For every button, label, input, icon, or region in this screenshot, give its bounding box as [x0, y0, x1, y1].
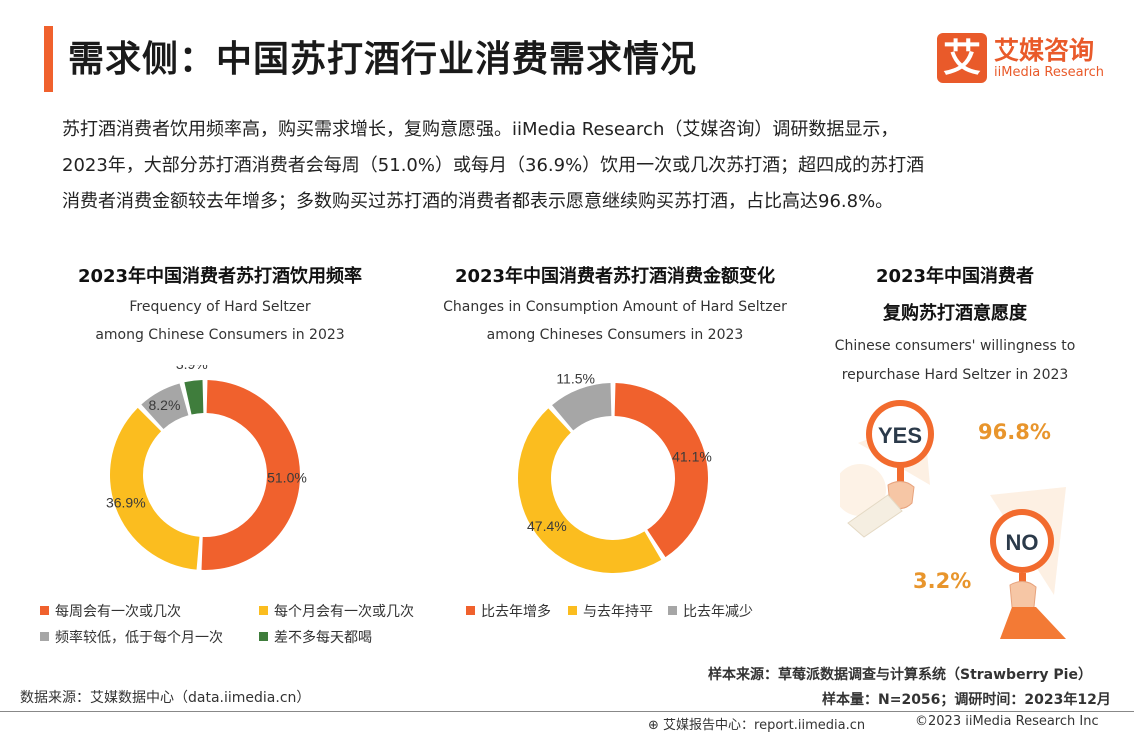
- legend-label: 与去年持平: [583, 604, 653, 620]
- slice-value-label: 8.2%: [148, 397, 180, 413]
- footer-divider: [0, 711, 1134, 712]
- data-source: 数据来源：艾媒数据中心（data.iimedia.cn）: [20, 690, 311, 706]
- donut-slice: [614, 383, 708, 558]
- chart3-subtitle-1: Chinese consumers' willingness to: [834, 338, 1076, 354]
- chart2-donut: 41.1% 47.4% 11.5%: [517, 370, 712, 574]
- donut-slice: [517, 408, 662, 574]
- chart1-legend-item: 每周会有一次或几次: [40, 601, 181, 621]
- slice-value-label: 41.1%: [672, 448, 712, 464]
- intro-line-2: 2023年，大部分苏打酒消费者会每周（51.0%）或每月（36.9%）饮用一次或…: [62, 155, 925, 176]
- globe-icon: ⊕: [648, 718, 659, 733]
- legend-label: 频率较低，低于每个月一次: [55, 630, 223, 646]
- logo-name-en: iiMedia Research: [994, 65, 1105, 80]
- donut-slice: [109, 407, 200, 570]
- chart2-subtitle-2: among Chineses Consumers in 2023: [486, 327, 744, 343]
- yes-percentage: 96.8%: [978, 420, 1051, 444]
- no-percentage: 3.2%: [913, 569, 972, 593]
- logo-name-cn: 艾媒咨询: [994, 36, 1095, 65]
- intro-line-1: 苏打酒消费者饮用频率高，购买需求增长，复购意愿强。iiMedia Researc…: [62, 119, 899, 140]
- slice-value-label: 51.0%: [267, 469, 307, 485]
- donut-slice: [201, 380, 300, 570]
- chart1-donut: 51.0% 36.9% 8.2% 3.9%: [106, 365, 307, 570]
- no-sign-icon: NO: [990, 487, 1066, 639]
- chart2-legend: 比去年增多 与去年持平 比去年减少: [466, 601, 796, 621]
- chart1-legend-item: 频率较低，低于每个月一次: [40, 627, 223, 647]
- legend-swatch: [259, 632, 268, 641]
- chart3-title-1: 2023年中国消费者: [875, 266, 1035, 287]
- report-center: ⊕ 艾媒报告中心：report.iimedia.cn: [648, 714, 865, 733]
- legend-swatch: [259, 606, 268, 615]
- slice-value-label: 3.9%: [176, 365, 208, 372]
- legend-swatch: [40, 606, 49, 615]
- yes-sign-icon: YES: [840, 400, 934, 538]
- report-center-link[interactable]: 艾媒报告中心：report.iimedia.cn: [663, 718, 866, 733]
- chart1-subtitle-2: among Chinese Consumers in 2023: [95, 327, 345, 343]
- title-accent-bar: [44, 26, 53, 92]
- sample-source: 样本来源：草莓派数据调查与计算系统（Strawberry Pie）: [708, 667, 1092, 683]
- chart1-subtitle-1: Frequency of Hard Seltzer: [129, 299, 311, 315]
- legend-label: 每个月会有一次或几次: [274, 604, 414, 620]
- chart1-title: 2023年中国消费者苏打酒饮用频率: [77, 266, 363, 287]
- legend-label: 差不多每天都喝: [274, 630, 372, 646]
- legend-label: 每周会有一次或几次: [55, 604, 181, 620]
- donut-slice: [552, 383, 612, 431]
- page-title: 需求侧：中国苏打酒行业消费需求情况: [68, 39, 698, 80]
- yes-no-illustration: YES NO: [840, 400, 1066, 639]
- copyright: ©2023 iiMedia Research Inc: [915, 714, 1099, 729]
- chart1-legend-item: 差不多每天都喝: [259, 627, 372, 647]
- no-label: NO: [1006, 530, 1039, 555]
- slice-value-label: 36.9%: [106, 494, 146, 510]
- donut-slice: [141, 383, 189, 429]
- chart2-legend-item: 与去年持平: [568, 601, 653, 621]
- intro-line-3: 消费者消费金额较去年增多；多数购买过苏打酒的消费者都表示愿意继续购买苏打酒，占比…: [62, 191, 894, 212]
- chart1-legend-item: 每个月会有一次或几次: [259, 601, 414, 621]
- chart2-subtitle-1: Changes in Consumption Amount of Hard Se…: [443, 299, 787, 315]
- legend-label: 比去年增多: [481, 604, 551, 620]
- sample-size: 样本量：N=2056；调研时间：2023年12月: [822, 692, 1111, 708]
- chart2-title: 2023年中国消费者苏打酒消费金额变化: [454, 266, 776, 287]
- slice-value-label: 47.4%: [527, 518, 567, 534]
- legend-swatch: [40, 632, 49, 641]
- yes-label: YES: [878, 423, 922, 448]
- chart3-title-2: 复购苏打酒意愿度: [883, 303, 1027, 324]
- chart2-legend-item: 比去年减少: [668, 601, 753, 621]
- chart3-subtitle-2: repurchase Hard Seltzer in 2023: [841, 367, 1069, 383]
- legend-swatch: [466, 606, 475, 615]
- donut-slice: [184, 380, 204, 415]
- intro-paragraph: 苏打酒消费者饮用频率高，购买需求增长，复购意愿强。iiMedia Researc…: [62, 112, 1092, 220]
- chart1-legend: 每周会有一次或几次 每个月会有一次或几次 频率较低，低于每个月一次 差不多每天都…: [40, 601, 450, 647]
- slice-value-label: 11.5%: [556, 370, 595, 386]
- chart2-legend-item: 比去年增多: [466, 601, 551, 621]
- legend-swatch: [568, 606, 577, 615]
- iimedia-logo-icon: 艾: [937, 33, 987, 83]
- legend-swatch: [668, 606, 677, 615]
- legend-label: 比去年减少: [683, 604, 753, 620]
